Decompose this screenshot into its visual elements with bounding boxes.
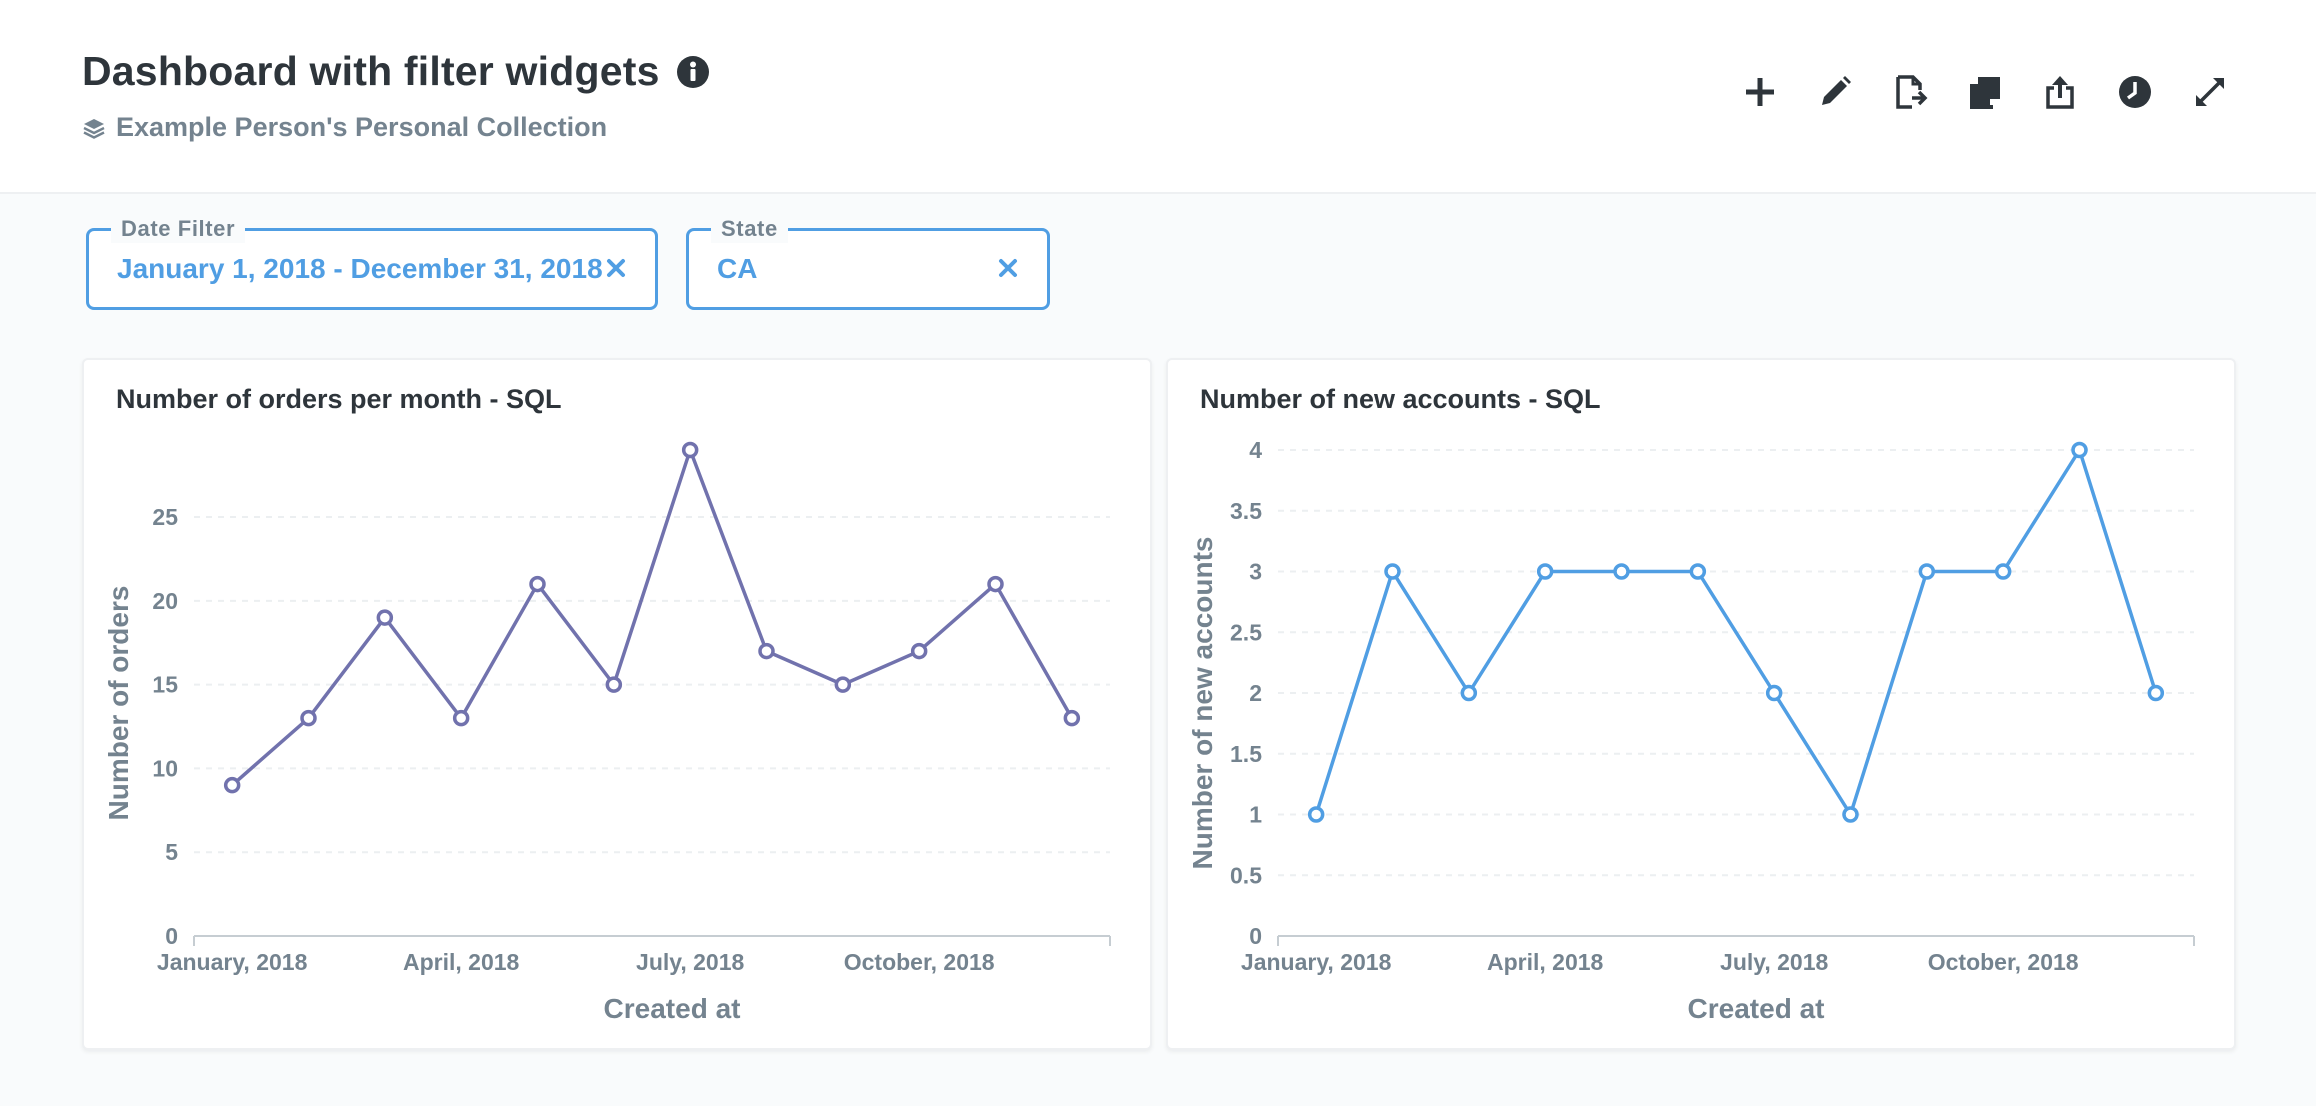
accounts-y-axis-title: Number of new accounts (1187, 537, 1218, 870)
state-filter-value[interactable]: CA (717, 253, 758, 284)
fullscreen-icon (2196, 78, 2224, 106)
date-filter-value[interactable]: January 1, 2018 - December 31, 2018 (117, 253, 603, 284)
date-filter-clear-icon[interactable] (601, 253, 631, 283)
orders-x-tick-label: July, 2018 (636, 949, 744, 975)
accounts-line-chart: 0 0.5 1 1.5 2 2.5 3 3.5 4 January, 2018 April, 201… (1187, 437, 2195, 1024)
accounts-y-tick-label: 2 (1249, 680, 1262, 706)
orders-data-point[interactable] (834, 676, 852, 693)
state-filter-clear-icon[interactable] (993, 253, 1023, 283)
accounts-y-tick-label: 0.5 (1230, 862, 1262, 888)
document-move-icon (1896, 75, 1928, 109)
accounts-data-point[interactable] (1460, 684, 1478, 702)
accounts-chart-title[interactable]: Number of new accounts - SQL (1200, 384, 1601, 414)
clock-icon (2119, 76, 2151, 108)
orders-y-tick-label: 20 (152, 588, 178, 614)
orders-y-tick-label: 10 (152, 755, 178, 781)
accounts-data-point[interactable] (1384, 563, 1401, 580)
orders-data-point[interactable] (223, 776, 241, 794)
move-dashboard-button[interactable] (1888, 70, 1932, 114)
dashboard-toolbar (1738, 70, 2232, 114)
accounts-x-tick-label: January, 2018 (1241, 949, 1392, 975)
accounts-x-tick-label: October, 2018 (1928, 949, 2079, 975)
orders-x-tick-label: January, 2018 (157, 949, 308, 975)
accounts-y-tick-label: 1.5 (1230, 741, 1262, 767)
collection-breadcrumb[interactable]: Example Person's Personal Collection (82, 112, 607, 143)
accounts-x-tick-label: July, 2018 (1720, 949, 1828, 975)
share-dashboard-button[interactable] (2038, 70, 2082, 114)
orders-y-tick-label: 5 (165, 839, 178, 865)
accounts-data-point[interactable] (1918, 563, 1936, 580)
accounts-x-tick-label: April, 2018 (1487, 949, 1604, 975)
add-question-button[interactable] (1738, 70, 1782, 114)
accounts-y-tick-label: 3 (1249, 559, 1262, 585)
accounts-y-tick-label: 2.5 (1230, 619, 1262, 645)
page-title[interactable]: Dashboard with filter widgets (82, 48, 660, 94)
orders-chart-title[interactable]: Number of orders per month - SQL (116, 384, 562, 414)
accounts-y-tick-label: 4 (1249, 437, 1262, 463)
state-filter-widget[interactable]: State CA (686, 215, 1050, 310)
orders-data-point[interactable] (300, 709, 317, 727)
orders-y-tick-label: 15 (152, 672, 178, 698)
date-filter-label: Date Filter (111, 215, 246, 243)
orders-x-tick-label: October, 2018 (844, 949, 995, 975)
accounts-data-point[interactable] (1307, 806, 1325, 823)
accounts-chart-card: Number of new accounts - SQL 0 0.5 1 1.5 2 2.… (1166, 358, 2236, 1050)
accounts-x-axis-title: Created at (1688, 993, 1825, 1024)
add-icon (1746, 78, 1774, 106)
orders-data-point[interactable] (681, 441, 699, 459)
pencil-icon (1822, 76, 1851, 105)
accounts-data-point[interactable] (1765, 684, 1783, 702)
orders-series-line (231, 448, 1074, 787)
accounts-data-point[interactable] (2071, 441, 2088, 459)
accounts-y-tick-label: 1 (1249, 802, 1262, 828)
orders-chart-card: Number of orders per month - SQL 0 5 10 15 2… (82, 358, 1152, 1050)
orders-y-tick-label: 0 (165, 923, 178, 949)
orders-data-point[interactable] (452, 709, 470, 727)
state-filter-label: State (711, 215, 788, 243)
accounts-data-point[interactable] (2147, 684, 2165, 702)
duplicate-dashboard-button[interactable] (1963, 70, 2007, 114)
orders-data-point[interactable] (605, 676, 623, 693)
orders-x-axis-title: Created at (604, 993, 741, 1024)
accounts-data-point[interactable] (1689, 563, 1707, 580)
accounts-data-point[interactable] (1613, 563, 1630, 580)
orders-data-point[interactable] (987, 575, 1004, 593)
dashboard-header: Dashboard with filter widgets Example Pe… (0, 0, 2316, 194)
accounts-y-tick-label: 3.5 (1230, 498, 1262, 524)
collection-icon (82, 116, 106, 140)
orders-data-point[interactable] (529, 575, 546, 593)
collection-label: Example Person's Personal Collection (116, 112, 608, 142)
orders-x-tick-label: April, 2018 (403, 949, 520, 975)
orders-data-point[interactable] (758, 642, 775, 660)
orders-data-point[interactable] (910, 642, 928, 660)
auto-refresh-button[interactable] (2113, 70, 2157, 114)
orders-y-axis-title: Number of orders (103, 586, 134, 821)
fullscreen-button[interactable] (2188, 70, 2232, 114)
title-row: Dashboard with filter widgets (82, 48, 710, 95)
info-icon[interactable] (676, 55, 710, 89)
share-icon (2046, 76, 2074, 109)
edit-dashboard-button[interactable] (1813, 70, 1857, 114)
orders-line-chart: 0 5 10 15 20 25 January, 2018 April, 2018 July, … (103, 441, 1111, 1024)
orders-data-point[interactable] (1063, 709, 1081, 727)
orders-data-point[interactable] (376, 609, 394, 626)
duplicate-icon (1970, 77, 2000, 109)
accounts-data-point[interactable] (1842, 806, 1859, 823)
accounts-data-point[interactable] (1994, 563, 2012, 580)
accounts-series-line (1314, 448, 2158, 817)
date-filter-widget[interactable]: Date Filter January 1, 2018 - December 3… (86, 215, 658, 310)
orders-y-tick-label: 25 (152, 504, 178, 530)
accounts-y-tick-label: 0 (1249, 923, 1262, 949)
accounts-data-point[interactable] (1536, 563, 1554, 580)
